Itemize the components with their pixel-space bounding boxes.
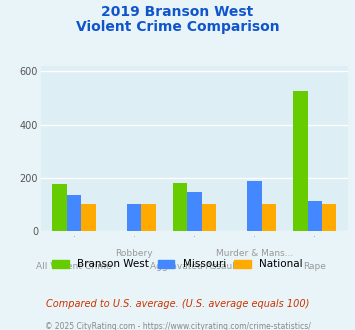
Text: Rape: Rape bbox=[303, 262, 326, 271]
Bar bbox=[247, 181, 262, 231]
Text: All Violent Crime: All Violent Crime bbox=[36, 262, 112, 271]
Bar bbox=[173, 183, 187, 231]
Bar bbox=[127, 204, 141, 231]
Text: Violent Crime Comparison: Violent Crime Comparison bbox=[76, 20, 279, 34]
Text: Murder & Mans...: Murder & Mans... bbox=[216, 249, 293, 258]
Bar bbox=[307, 201, 322, 231]
Bar bbox=[52, 184, 67, 231]
Text: Aggravated Assault: Aggravated Assault bbox=[150, 262, 239, 271]
Bar bbox=[187, 192, 202, 231]
Bar bbox=[293, 91, 307, 231]
Text: © 2025 CityRating.com - https://www.cityrating.com/crime-statistics/: © 2025 CityRating.com - https://www.city… bbox=[45, 322, 310, 330]
Bar bbox=[202, 204, 216, 231]
Text: Compared to U.S. average. (U.S. average equals 100): Compared to U.S. average. (U.S. average … bbox=[46, 299, 309, 309]
Bar bbox=[322, 204, 337, 231]
Text: Robbery: Robbery bbox=[115, 249, 153, 258]
Legend: Branson West, Missouri, National: Branson West, Missouri, National bbox=[48, 255, 307, 274]
Bar bbox=[81, 204, 95, 231]
Text: 2019 Branson West: 2019 Branson West bbox=[102, 5, 253, 19]
Bar bbox=[141, 204, 156, 231]
Bar bbox=[262, 204, 276, 231]
Bar bbox=[67, 195, 81, 231]
